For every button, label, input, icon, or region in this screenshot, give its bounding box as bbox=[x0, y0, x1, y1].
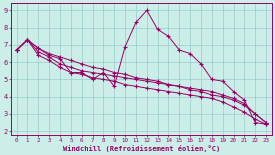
X-axis label: Windchill (Refroidissement éolien,°C): Windchill (Refroidissement éolien,°C) bbox=[63, 144, 220, 152]
